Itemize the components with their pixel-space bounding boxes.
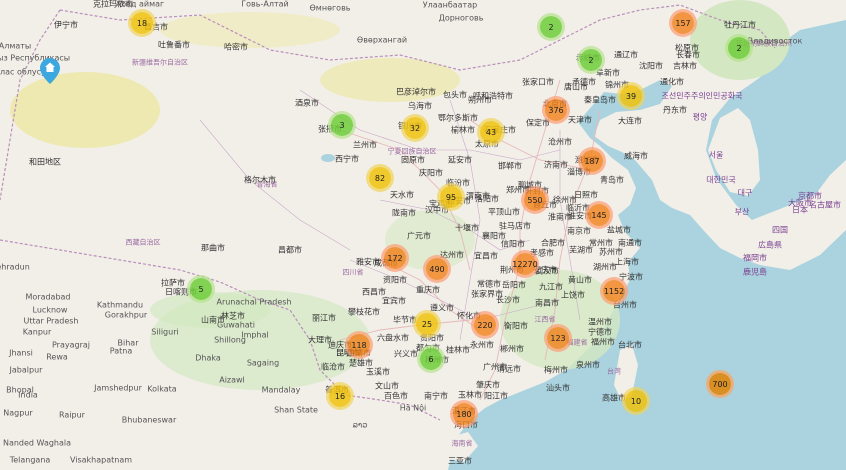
cluster-count: 12270 — [512, 259, 538, 269]
taiwan — [614, 345, 638, 402]
cluster-count: 6 — [428, 354, 434, 364]
marker-cluster[interactable]: 32 — [404, 117, 426, 139]
marker-cluster[interactable]: 123 — [547, 327, 569, 349]
cluster-count: 39 — [625, 91, 637, 101]
hainan — [440, 432, 478, 462]
marker-cluster[interactable]: 25 — [416, 313, 438, 335]
marker-cluster[interactable]: 180 — [453, 403, 475, 425]
marker-cluster[interactable]: 12270 — [512, 253, 538, 275]
marker-cluster[interactable]: 2 — [540, 16, 562, 38]
marker-cluster[interactable]: 39 — [620, 85, 642, 107]
marker-cluster[interactable]: 82 — [369, 167, 391, 189]
cluster-count: 550 — [527, 195, 543, 205]
cluster-count: 123 — [550, 333, 566, 343]
marker-cluster[interactable]: 490 — [426, 258, 448, 280]
marker-cluster[interactable]: 2 — [580, 49, 602, 71]
home-pin-icon[interactable] — [40, 58, 60, 84]
marker-cluster[interactable]: 3 — [331, 114, 353, 136]
marker-cluster[interactable]: 376 — [545, 99, 567, 121]
cluster-count: 95 — [445, 192, 457, 202]
cluster-count: 118 — [351, 340, 367, 350]
cluster-count: 700 — [712, 379, 728, 389]
cluster-count: 172 — [387, 253, 403, 263]
cluster-count: 157 — [675, 18, 691, 28]
marker-cluster[interactable]: 95 — [440, 186, 462, 208]
forest-central — [385, 210, 475, 270]
japan — [768, 165, 846, 246]
lake-qinghai — [321, 154, 335, 162]
cluster-count: 1152 — [603, 286, 625, 296]
marker-cluster[interactable]: 550 — [524, 189, 546, 211]
marker-cluster[interactable]: 118 — [348, 334, 370, 356]
forest-india-ne — [150, 292, 270, 328]
cluster-count: 187 — [584, 156, 600, 166]
marker-cluster[interactable]: 700 — [709, 373, 731, 395]
cluster-count: 490 — [429, 264, 445, 274]
cluster-count: 220 — [477, 320, 493, 330]
marker-cluster[interactable]: 145 — [588, 204, 610, 226]
marker-cluster[interactable]: 18 — [131, 12, 153, 34]
cluster-count: 376 — [548, 105, 564, 115]
cluster-count: 18 — [136, 18, 148, 28]
cluster-count: 180 — [456, 409, 472, 419]
cluster-count: 5 — [198, 284, 204, 294]
cluster-count: 82 — [374, 173, 386, 183]
border-china-southwest — [0, 239, 441, 421]
cluster-count: 3 — [339, 120, 345, 130]
border-provinces-2 — [199, 99, 581, 341]
marker-cluster[interactable]: 5 — [190, 278, 212, 300]
desert-gobi — [320, 58, 460, 102]
cluster-count: 2 — [736, 43, 742, 53]
forest-southeast — [500, 270, 620, 370]
desert-north — [160, 12, 340, 48]
cluster-count: 145 — [591, 210, 607, 220]
marker-cluster[interactable]: 16 — [329, 385, 351, 407]
cluster-count: 2 — [588, 55, 594, 65]
desert-taklamakan — [10, 72, 160, 148]
cluster-count: 16 — [334, 391, 346, 401]
marker-cluster[interactable]: 10 — [625, 390, 647, 412]
border-china-west — [0, 9, 61, 201]
korea-peninsula — [708, 108, 760, 196]
marker-cluster[interactable]: 2 — [728, 37, 750, 59]
marker-cluster[interactable]: 157 — [672, 12, 694, 34]
border-china-north — [59, 4, 776, 71]
cluster-count: 25 — [421, 319, 433, 329]
cluster-count: 43 — [485, 127, 497, 137]
marker-cluster[interactable]: 1152 — [603, 280, 625, 302]
cluster-count: 10 — [630, 396, 642, 406]
cluster-count: 2 — [548, 22, 554, 32]
cluster-count: 32 — [409, 123, 421, 133]
marker-cluster[interactable]: 172 — [384, 247, 406, 269]
marker-cluster[interactable]: 220 — [474, 314, 496, 336]
marker-cluster[interactable]: 43 — [480, 121, 502, 143]
marker-cluster[interactable]: 187 — [581, 150, 603, 172]
marker-cluster[interactable]: 6 — [420, 348, 442, 370]
